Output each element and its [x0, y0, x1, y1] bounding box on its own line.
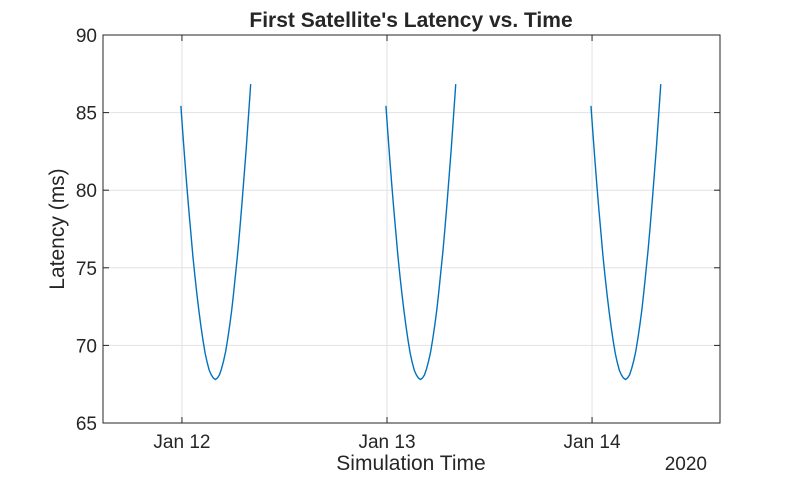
y-tick-label: 75 — [76, 259, 97, 280]
x-tick-label: Jan 12 — [153, 432, 210, 453]
x-tick-label: Jan 14 — [564, 432, 621, 453]
latency-pass-curve — [590, 83, 662, 381]
latency-pass-curve — [180, 83, 252, 381]
y-axis-label: Latency (ms) — [46, 168, 69, 289]
series-layer — [180, 83, 662, 381]
y-tick-label: 70 — [76, 336, 97, 357]
chart-title: First Satellite's Latency vs. Time — [249, 9, 572, 32]
y-tick-label: 65 — [76, 414, 97, 435]
x-axis-label: Simulation Time — [336, 452, 485, 475]
y-tick-label: 80 — [76, 181, 97, 202]
year-label: 2020 — [665, 454, 707, 475]
latency-pass-curve — [385, 83, 457, 381]
plot-box — [102, 34, 721, 424]
x-tick-label: Jan 13 — [358, 432, 415, 453]
y-tick-label: 85 — [76, 104, 97, 125]
tick-label-layer: Jan 12 Jan 13 Jan 14 65 70 75 80 85 90 — [76, 26, 621, 453]
tick-layer — [103, 34, 720, 424]
grid-layer — [103, 34, 720, 424]
y-tick-label: 90 — [76, 26, 97, 47]
